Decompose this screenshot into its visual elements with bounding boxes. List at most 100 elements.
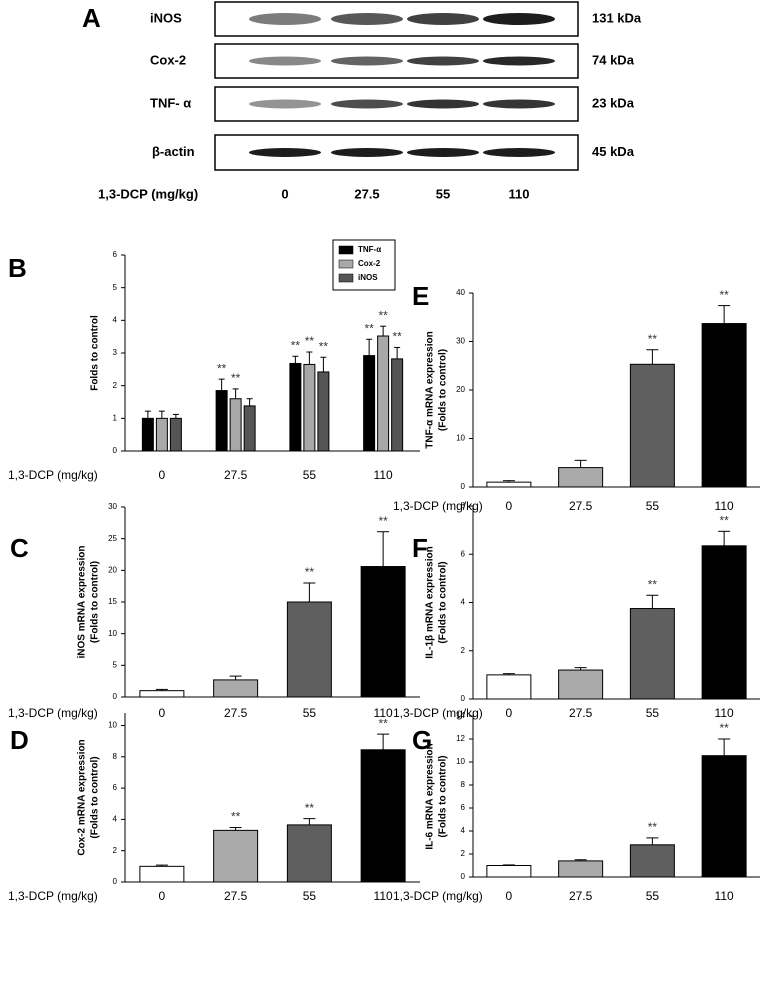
- y-tick-label: 10: [108, 629, 117, 638]
- panel-letter: B: [8, 253, 27, 283]
- error-bar: [229, 675, 242, 680]
- blot-band: [483, 148, 555, 157]
- error-bar: [303, 582, 316, 602]
- y-axis-label: IL-1β mRNA expression: [425, 546, 436, 658]
- error-bar: [646, 837, 659, 845]
- x-tick-label: 27.5: [224, 889, 248, 903]
- lane-label: 110: [509, 186, 530, 201]
- x-tick-label: 55: [303, 706, 317, 720]
- y-tick-label: 30: [456, 337, 465, 346]
- blot-band: [483, 99, 555, 109]
- x-tick-label: 0: [506, 706, 513, 720]
- error-bar: [502, 864, 515, 866]
- bar: [155, 417, 168, 452]
- significance-label: **: [305, 565, 315, 579]
- error-bar: [158, 410, 165, 419]
- blot-band: [483, 13, 555, 25]
- panel-letter: A: [82, 3, 101, 33]
- bar: [243, 405, 256, 452]
- error-bar: [320, 356, 327, 372]
- bar: [701, 323, 747, 488]
- bar: [486, 865, 532, 878]
- y-tick-label: 4: [461, 598, 466, 607]
- y-axis-label: (Folds to control): [90, 561, 101, 643]
- y-tick-label: 6: [113, 783, 118, 792]
- significance-label: **: [648, 332, 658, 346]
- bar: [391, 358, 404, 452]
- legend-swatch: [338, 245, 354, 255]
- y-tick-label: 0: [113, 446, 118, 455]
- y-tick-label: 4: [113, 815, 118, 824]
- bar: [141, 417, 154, 452]
- bar: [286, 601, 332, 698]
- x-tick-label: 55: [303, 468, 317, 482]
- bar: [558, 669, 604, 700]
- bar: [486, 674, 532, 700]
- blot-band: [407, 148, 479, 157]
- x-tick-label: 55: [646, 706, 660, 720]
- significance-label: **: [392, 330, 402, 344]
- x-axis-label: 1,3-DCP (mg/kg): [393, 499, 483, 513]
- y-tick-label: 20: [456, 385, 465, 394]
- y-axis-label: IL-6 mRNA expression: [425, 743, 436, 849]
- y-tick-label: 8: [461, 501, 466, 510]
- significance-label: **: [378, 514, 388, 528]
- x-tick-label: 0: [159, 706, 166, 720]
- y-tick-label: 8: [461, 780, 466, 789]
- significance-label: **: [319, 339, 329, 353]
- legend-label: Cox-2: [358, 259, 381, 268]
- error-bar: [718, 530, 731, 546]
- y-tick-label: 0: [461, 694, 466, 703]
- panel-letter: D: [10, 725, 29, 755]
- bar: [213, 679, 259, 698]
- error-bar: [366, 338, 373, 356]
- y-tick-label: 2: [113, 381, 118, 390]
- blot-band: [249, 13, 321, 25]
- y-tick-label: 0: [113, 692, 118, 701]
- y-tick-label: 4: [113, 315, 118, 324]
- bar: [701, 545, 747, 700]
- y-tick-label: 4: [461, 826, 466, 835]
- legend-swatch: [338, 273, 354, 283]
- blot-band: [249, 99, 321, 109]
- x-tick-label: 110: [715, 706, 734, 720]
- significance-label: **: [719, 721, 729, 735]
- y-tick-label: 12: [456, 734, 465, 743]
- lane-label: 27.5: [354, 186, 379, 201]
- blot-size-label: 23 kDa: [592, 95, 635, 110]
- blot-size-label: 74 kDa: [592, 52, 635, 67]
- blot-row-label: Cox-2: [150, 52, 186, 67]
- error-bar: [574, 859, 587, 861]
- x-axis-label: 1,3-DCP (mg/kg): [98, 186, 198, 201]
- bar: [139, 865, 185, 883]
- x-tick-label: 55: [646, 889, 660, 903]
- legend-swatch: [338, 259, 354, 269]
- error-bar: [172, 413, 179, 419]
- y-tick-label: 10: [456, 757, 465, 766]
- error-bar: [380, 325, 387, 337]
- error-bar: [144, 410, 151, 419]
- y-tick-label: 40: [456, 288, 465, 297]
- bar: [377, 335, 390, 452]
- y-tick-label: 6: [113, 250, 118, 259]
- y-axis-label: (Folds to control): [90, 756, 101, 838]
- significance-label: **: [305, 801, 315, 815]
- x-tick-label: 55: [646, 499, 660, 513]
- error-bar: [377, 531, 390, 567]
- x-tick-label: 0: [506, 499, 513, 513]
- bar: [229, 398, 242, 452]
- error-bar: [718, 738, 731, 756]
- y-axis-label: Folds to control: [90, 315, 101, 391]
- significance-label: **: [719, 514, 729, 528]
- error-bar: [502, 673, 515, 675]
- error-bar: [292, 355, 299, 364]
- y-axis-label: Cox-2 mRNA expression: [77, 739, 88, 855]
- panel-letter: G: [412, 725, 432, 755]
- bar: [629, 363, 675, 488]
- bar: [629, 608, 675, 700]
- blot-size-label: 45 kDa: [592, 144, 635, 159]
- x-tick-label: 55: [303, 889, 317, 903]
- bar: [360, 566, 406, 698]
- blot-band: [249, 56, 321, 66]
